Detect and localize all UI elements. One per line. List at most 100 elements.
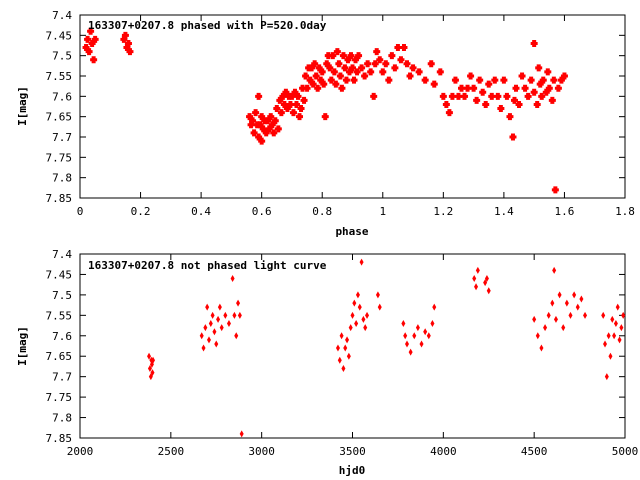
data-point xyxy=(575,303,580,311)
phased-y-tick-label: 7.75 xyxy=(46,151,73,164)
data-point xyxy=(510,96,518,104)
phased-x-ticks: 0 0.2 0.4 0.6 0.8 1 1.2 1.4 1.6 1.8 xyxy=(77,15,635,218)
data-point xyxy=(239,430,244,438)
data-point xyxy=(91,35,99,43)
phased-plot-title: 163307+0207.8 phased with P=520.0day xyxy=(88,19,327,32)
data-point xyxy=(603,340,608,348)
data-point xyxy=(354,320,359,328)
data-point xyxy=(318,68,326,76)
light-curve-x-ticks: 2000 2500 3000 3500 4000 4500 5000 xyxy=(67,254,639,458)
data-point xyxy=(363,324,368,332)
data-point xyxy=(332,80,340,88)
phased-y-ticks: 7.4 7.45 7.5 7.55 7.6 7.65 7.7 7.75 7.8 7.85 xyxy=(46,9,625,205)
data-point xyxy=(546,311,551,319)
data-point xyxy=(419,340,424,348)
data-point xyxy=(199,332,204,340)
phased-x-tick-label: 0 xyxy=(77,205,84,218)
data-point xyxy=(320,80,328,88)
data-point xyxy=(544,68,552,76)
data-point xyxy=(364,60,372,68)
data-point xyxy=(335,344,340,352)
phased-plot: 7.4 7.45 7.5 7.55 7.6 7.65 7.7 7.75 7.8 7.85 0 0.2… xyxy=(16,9,635,238)
data-point xyxy=(346,352,351,360)
data-point xyxy=(236,299,241,307)
phased-y-tick-label: 7.55 xyxy=(46,70,73,83)
data-point xyxy=(85,48,93,56)
data-point xyxy=(388,52,396,60)
data-point xyxy=(338,84,346,92)
data-point xyxy=(147,364,152,372)
data-point xyxy=(551,186,559,194)
data-point xyxy=(610,315,615,323)
phased-y-tick-label: 7.8 xyxy=(52,172,72,185)
data-point xyxy=(353,68,361,76)
data-point xyxy=(458,84,465,92)
data-point xyxy=(214,340,219,348)
data-point xyxy=(472,275,477,283)
light-curve-data-points xyxy=(147,258,626,438)
data-point xyxy=(350,76,358,84)
data-point xyxy=(296,113,304,121)
data-point xyxy=(533,100,541,108)
data-point xyxy=(258,137,266,145)
data-point xyxy=(217,303,222,311)
light-curve-y-ticks: 7.4 7.45 7.5 7.55 7.6 7.65 7.7 7.75 7.8 7.85 xyxy=(46,248,625,445)
data-point xyxy=(124,39,132,47)
data-point xyxy=(309,80,317,88)
data-point xyxy=(274,125,282,133)
data-point xyxy=(403,332,408,340)
data-point xyxy=(545,84,553,92)
data-point xyxy=(430,80,438,88)
data-point xyxy=(357,303,362,311)
phased-x-tick-label: 0.4 xyxy=(191,205,211,218)
data-point xyxy=(203,324,208,332)
data-point xyxy=(151,356,156,364)
data-point xyxy=(90,56,98,64)
data-point xyxy=(267,113,275,121)
data-point xyxy=(521,84,529,92)
data-point xyxy=(500,76,508,84)
data-point xyxy=(350,311,355,319)
data-point xyxy=(426,332,431,340)
data-point xyxy=(339,52,347,60)
phased-y-tick-label: 7.45 xyxy=(46,29,73,42)
data-point xyxy=(543,324,548,332)
light-curve-x-tick-label: 4000 xyxy=(430,445,457,458)
data-point xyxy=(409,64,417,72)
phased-y-tick-label: 7.85 xyxy=(46,192,73,205)
light-curve-y-tick-label: 7.75 xyxy=(46,391,73,404)
data-point xyxy=(539,76,547,84)
data-point xyxy=(270,129,278,137)
light-curve-x-tick-label: 3000 xyxy=(248,445,275,458)
data-point xyxy=(557,291,562,299)
data-point xyxy=(550,299,555,307)
data-point xyxy=(205,303,210,311)
data-point xyxy=(568,311,573,319)
data-point xyxy=(355,52,363,60)
phased-x-tick-label: 1 xyxy=(379,205,386,218)
data-point xyxy=(608,352,613,360)
data-point xyxy=(483,279,488,287)
data-point xyxy=(277,109,285,117)
phased-y-axis-label: I[mag] xyxy=(16,86,29,126)
data-point xyxy=(379,68,387,76)
data-point xyxy=(397,56,405,64)
data-point xyxy=(405,340,409,348)
light-curve-x-tick-label: 4500 xyxy=(521,445,548,458)
data-point xyxy=(201,344,206,352)
light-curve-x-axis-label: hjd0 xyxy=(339,464,366,477)
data-point xyxy=(333,48,341,56)
light-curve-x-tick-label: 5000 xyxy=(612,445,639,458)
data-point xyxy=(294,92,302,100)
data-point xyxy=(408,348,413,356)
data-point xyxy=(613,320,618,328)
light-curve-plot: 7.4 7.45 7.5 7.55 7.6 7.65 7.7 7.75 7.8 7.85 2000… xyxy=(16,248,638,477)
data-point xyxy=(579,295,584,303)
phased-x-tick-label: 1.6 xyxy=(555,205,575,218)
data-point xyxy=(349,64,356,72)
data-point xyxy=(219,324,224,332)
data-point xyxy=(583,311,588,319)
data-point xyxy=(382,60,390,68)
data-point xyxy=(606,332,611,340)
data-point xyxy=(326,64,334,72)
